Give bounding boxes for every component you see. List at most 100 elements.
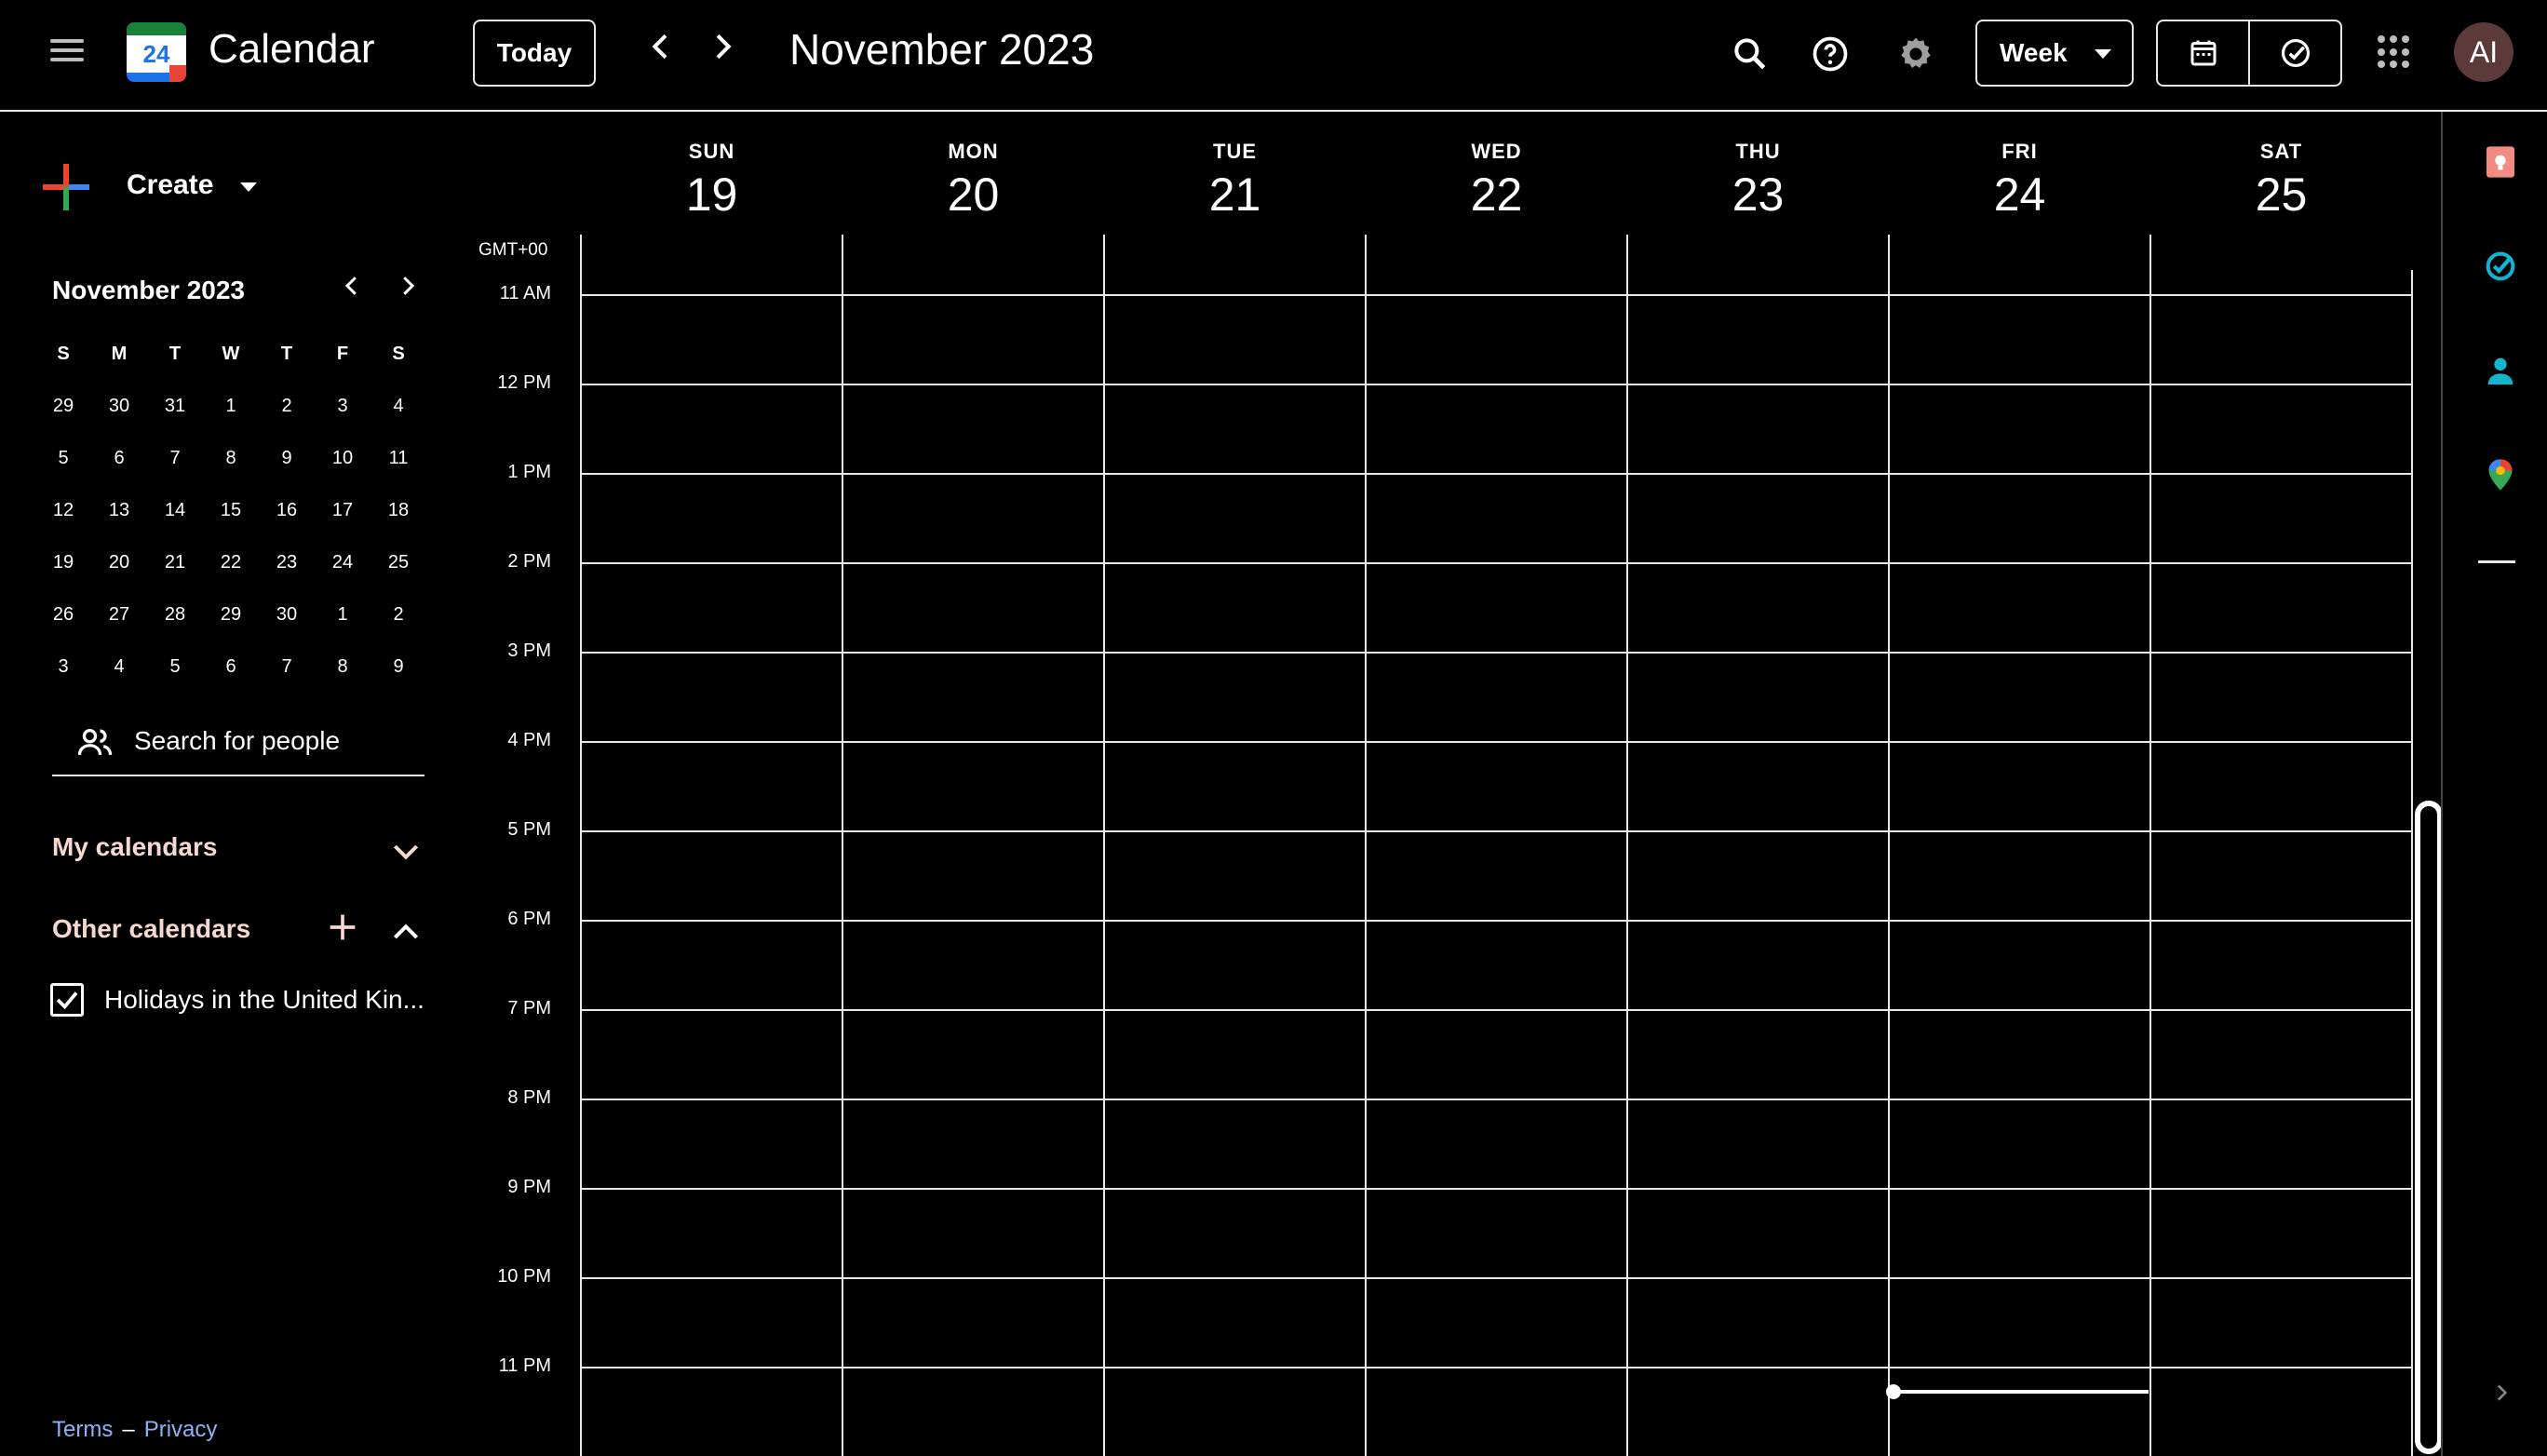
calendar-checkbox[interactable] bbox=[50, 983, 84, 1017]
mini-calendar-day[interactable]: 27 bbox=[108, 603, 130, 625]
account-avatar[interactable]: AI bbox=[2454, 22, 2513, 82]
mini-calendar-day[interactable]: 5 bbox=[58, 447, 69, 468]
settings-button[interactable] bbox=[1888, 26, 1944, 82]
mini-calendar-day[interactable]: 4 bbox=[114, 655, 125, 677]
mini-calendar-day[interactable]: 18 bbox=[387, 499, 410, 520]
mini-calendar-day[interactable]: 23 bbox=[276, 551, 298, 573]
mini-calendar-day[interactable]: 11 bbox=[388, 447, 409, 468]
day-header-sat[interactable]: SAT 25 bbox=[2150, 140, 2412, 222]
mini-calendar-day[interactable]: 9 bbox=[281, 447, 292, 468]
day-number[interactable]: 22 bbox=[1470, 169, 1523, 221]
mini-calendar-day[interactable]: 25 bbox=[387, 551, 410, 573]
day-column-divider bbox=[1888, 235, 1890, 1456]
mini-calendar-day[interactable]: 12 bbox=[52, 499, 74, 520]
day-header-wed[interactable]: WED 22 bbox=[1366, 140, 1627, 222]
view-switcher-button[interactable]: Week bbox=[1975, 20, 2134, 87]
mini-calendar-day[interactable]: 2 bbox=[393, 603, 404, 625]
apps-dot bbox=[2402, 35, 2409, 43]
calendar-item-holidays-uk[interactable]: Holidays in the United Kin... bbox=[48, 979, 430, 1022]
apps-grid-icon[interactable] bbox=[2378, 35, 2411, 69]
mini-calendar-day[interactable]: 3 bbox=[337, 395, 348, 416]
plus-bar bbox=[43, 184, 66, 190]
mini-calendar-day[interactable]: 28 bbox=[164, 603, 186, 625]
day-number[interactable]: 25 bbox=[2255, 169, 2308, 221]
mini-calendar-day[interactable]: 29 bbox=[220, 603, 242, 625]
mini-calendar-day[interactable]: 19 bbox=[52, 551, 74, 573]
add-calendar-icon[interactable] bbox=[324, 909, 361, 946]
help-button[interactable] bbox=[1802, 26, 1858, 82]
mini-calendar-day[interactable]: 4 bbox=[393, 395, 404, 416]
tasks-view-toggle[interactable] bbox=[2250, 21, 2340, 85]
day-header-sun[interactable]: SUN 19 bbox=[581, 140, 842, 222]
mini-calendar-day[interactable]: 6 bbox=[225, 655, 236, 677]
main-menu-button[interactable] bbox=[41, 34, 93, 71]
mini-calendar-day[interactable]: 29 bbox=[52, 395, 74, 416]
day-number[interactable]: 19 bbox=[685, 169, 738, 221]
app-title[interactable]: Calendar bbox=[209, 26, 375, 72]
hour-gridline bbox=[581, 1188, 2411, 1190]
mini-calendar-day[interactable]: 10 bbox=[331, 447, 354, 468]
terms-link[interactable]: Terms bbox=[52, 1417, 114, 1442]
view-label: Week bbox=[2000, 38, 2068, 67]
search-button[interactable] bbox=[1722, 26, 1778, 82]
privacy-link[interactable]: Privacy bbox=[143, 1417, 218, 1442]
calendar-view-toggle[interactable] bbox=[2158, 21, 2250, 85]
mini-calendar-day[interactable]: 7 bbox=[281, 655, 292, 677]
maps-icon[interactable] bbox=[2482, 456, 2519, 493]
mini-calendar-day[interactable]: 1 bbox=[337, 603, 348, 625]
chevron-down-icon[interactable] bbox=[387, 832, 424, 870]
next-week-button[interactable] bbox=[696, 28, 748, 80]
calendar-icon bbox=[2190, 40, 2216, 66]
hour-label: 11 AM bbox=[499, 283, 551, 303]
mini-calendar-day[interactable]: 24 bbox=[331, 551, 354, 573]
calendar-logo[interactable]: 24 bbox=[127, 22, 186, 82]
mini-calendar-day[interactable]: 2 bbox=[281, 395, 292, 416]
day-number[interactable]: 23 bbox=[1732, 169, 1785, 221]
tasks-icon[interactable] bbox=[2482, 248, 2519, 285]
today-button[interactable]: Today bbox=[473, 20, 596, 87]
expand-side-panel-button[interactable] bbox=[2489, 1378, 2513, 1412]
day-column-divider bbox=[580, 235, 582, 1456]
mini-calendar-day[interactable]: 20 bbox=[108, 551, 130, 573]
day-header-mon[interactable]: MON 20 bbox=[842, 140, 1104, 222]
keep-icon[interactable] bbox=[2482, 143, 2519, 181]
chevron-up-icon[interactable] bbox=[387, 914, 424, 951]
search-people-input[interactable]: Search for people bbox=[52, 715, 424, 776]
day-number[interactable]: 24 bbox=[1993, 169, 2046, 221]
other-calendars-section: Other calendars bbox=[52, 905, 424, 957]
mini-calendar-day[interactable]: 5 bbox=[169, 655, 181, 677]
mini-calendar-day[interactable]: 16 bbox=[276, 499, 298, 520]
my-calendars-section[interactable]: My calendars bbox=[52, 823, 424, 875]
mini-calendar-day[interactable]: 30 bbox=[108, 395, 130, 416]
mini-calendar-day[interactable]: 13 bbox=[108, 499, 130, 520]
contacts-icon[interactable] bbox=[2482, 352, 2519, 389]
day-number[interactable]: 20 bbox=[947, 169, 1000, 221]
day-header-tue[interactable]: TUE 21 bbox=[1104, 140, 1366, 222]
mini-calendar-day[interactable]: 8 bbox=[337, 655, 348, 677]
mini-calendar-day[interactable]: 8 bbox=[225, 447, 236, 468]
mini-calendar-day[interactable]: 22 bbox=[220, 551, 242, 573]
mini-calendar-next-button[interactable] bbox=[389, 272, 426, 309]
mini-calendar-day[interactable]: 17 bbox=[331, 499, 354, 520]
mini-calendar-title: November 2023 bbox=[52, 276, 246, 304]
mini-calendar-day[interactable]: 30 bbox=[276, 603, 298, 625]
day-header-fri[interactable]: FRI 24 bbox=[1889, 140, 2150, 222]
mini-calendar-prev-button[interactable] bbox=[333, 272, 371, 309]
mini-calendar-day[interactable]: 6 bbox=[114, 447, 125, 468]
search-icon bbox=[1734, 38, 1766, 70]
mini-calendar-day[interactable]: 31 bbox=[164, 395, 186, 416]
mini-calendar-day[interactable]: 7 bbox=[169, 447, 181, 468]
mini-calendar-day[interactable]: 1 bbox=[225, 395, 236, 416]
mini-calendar-day[interactable]: 9 bbox=[393, 655, 404, 677]
plus-bar bbox=[63, 187, 69, 210]
mini-calendar-day[interactable]: 26 bbox=[52, 603, 74, 625]
mini-calendar-day[interactable]: 21 bbox=[164, 551, 186, 573]
previous-week-button[interactable] bbox=[635, 28, 687, 80]
mini-calendar-day[interactable]: 15 bbox=[220, 499, 242, 520]
day-header-thu[interactable]: THU 23 bbox=[1627, 140, 1889, 222]
mini-calendar-day[interactable]: 3 bbox=[58, 655, 69, 677]
day-number[interactable]: 21 bbox=[1208, 169, 1261, 221]
create-button[interactable]: Create bbox=[34, 149, 276, 223]
mini-calendar-day[interactable]: 14 bbox=[164, 499, 186, 520]
scrollbar-thumb[interactable] bbox=[2415, 801, 2443, 1454]
